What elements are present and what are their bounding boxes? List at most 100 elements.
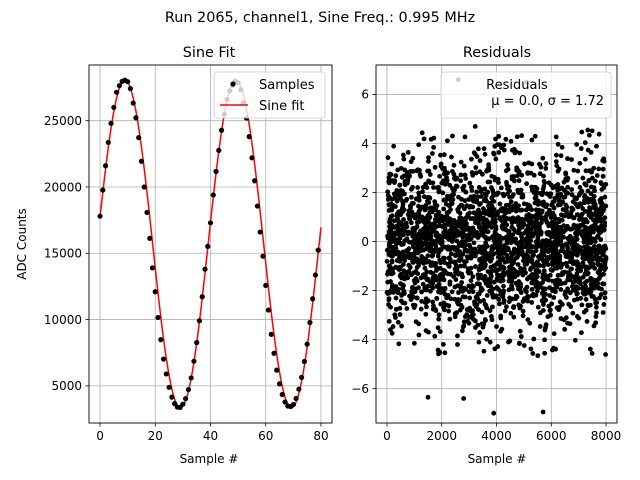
- residual-point: [385, 233, 391, 239]
- residual-point: [554, 265, 560, 271]
- residual-point: [583, 168, 589, 174]
- residual-point: [447, 316, 453, 322]
- residual-point: [516, 223, 521, 228]
- residual-point: [489, 268, 495, 274]
- residual-point: [541, 275, 547, 281]
- residual-point: [574, 142, 580, 147]
- residual-point: [438, 301, 444, 307]
- residual-point: [489, 244, 495, 249]
- residual-point: [548, 312, 554, 318]
- residual-point: [483, 196, 488, 202]
- residual-point: [409, 220, 414, 226]
- sample-point: [105, 139, 111, 146]
- residual-point: [599, 211, 604, 217]
- residual-point: [387, 202, 393, 208]
- residual-point: [546, 277, 552, 283]
- residual-point: [575, 212, 581, 218]
- residual-point: [577, 222, 583, 228]
- residual-point: [461, 163, 467, 169]
- residual-point: [574, 232, 580, 238]
- residual-point: [411, 278, 417, 283]
- residual-point: [511, 304, 517, 309]
- residual-point: [442, 350, 448, 356]
- residual-point: [429, 151, 435, 156]
- residual-point: [437, 257, 443, 263]
- residual-point: [458, 216, 464, 222]
- residual-point: [441, 277, 447, 283]
- residuals-x-tick-label: 0: [383, 429, 391, 443]
- residual-point: [591, 323, 597, 329]
- residual-point: [511, 314, 517, 320]
- sample-point: [282, 399, 288, 405]
- residual-point: [576, 285, 581, 291]
- sample-point: [149, 265, 156, 271]
- sample-point: [213, 168, 219, 175]
- residual-point: [426, 200, 432, 205]
- sample-point: [127, 86, 134, 92]
- residual-point: [482, 274, 488, 279]
- residual-point: [516, 178, 522, 184]
- residual-point: [487, 212, 493, 218]
- residual-point: [449, 289, 455, 295]
- residual-point: [450, 186, 455, 191]
- residual-point: [476, 185, 482, 190]
- residual-point: [397, 312, 403, 317]
- residual-point: [412, 213, 418, 219]
- residual-point: [558, 212, 564, 218]
- residuals-y-tick-label: 0: [361, 235, 369, 249]
- residual-point: [437, 329, 443, 334]
- residual-point: [592, 188, 597, 194]
- residual-point: [452, 259, 457, 265]
- residual-point: [602, 220, 608, 226]
- residual-point: [487, 339, 493, 345]
- residual-point: [582, 181, 588, 187]
- residual-point: [456, 241, 462, 247]
- residual-point: [481, 348, 487, 354]
- residual-point: [517, 328, 523, 334]
- residual-point: [519, 241, 525, 246]
- residual-point: [523, 270, 528, 276]
- residual-point: [518, 281, 523, 287]
- residual-point: [428, 288, 433, 294]
- sample-point: [279, 391, 285, 398]
- residual-point: [411, 340, 417, 346]
- residual-point: [388, 279, 393, 284]
- residual-point: [603, 352, 608, 357]
- residual-point: [436, 189, 442, 195]
- residual-point: [440, 341, 446, 347]
- sample-point: [207, 220, 214, 226]
- residual-point: [468, 236, 474, 241]
- residual-point: [452, 225, 458, 231]
- residual-point: [577, 191, 583, 197]
- residual-point: [583, 291, 588, 297]
- residual-point: [395, 290, 401, 296]
- residual-point: [577, 185, 583, 190]
- residual-point: [400, 241, 406, 247]
- residual-point: [588, 149, 594, 155]
- residual-point: [529, 300, 535, 305]
- sample-point: [307, 319, 313, 326]
- residual-point: [462, 198, 468, 204]
- residual-point: [438, 163, 444, 169]
- sample-point: [216, 147, 222, 153]
- residual-point: [485, 254, 491, 260]
- residual-point: [558, 153, 564, 159]
- residual-point: [393, 295, 399, 301]
- residual-point: [391, 143, 397, 149]
- sample-point: [158, 337, 164, 343]
- residual-point: [574, 179, 579, 185]
- sample-point: [141, 184, 147, 190]
- residual-point: [385, 155, 391, 161]
- residual-point: [421, 194, 427, 200]
- residual-point: [459, 230, 465, 235]
- residual-point: [598, 237, 604, 242]
- sine-fit-y-tick-label: 20000: [44, 180, 82, 194]
- residual-point: [471, 240, 477, 246]
- residual-point: [485, 229, 490, 235]
- residual-point: [397, 254, 402, 260]
- residual-point: [561, 317, 567, 323]
- residual-point: [427, 279, 433, 285]
- residual-point: [513, 201, 519, 206]
- sample-point: [315, 247, 321, 253]
- residual-point: [555, 202, 561, 208]
